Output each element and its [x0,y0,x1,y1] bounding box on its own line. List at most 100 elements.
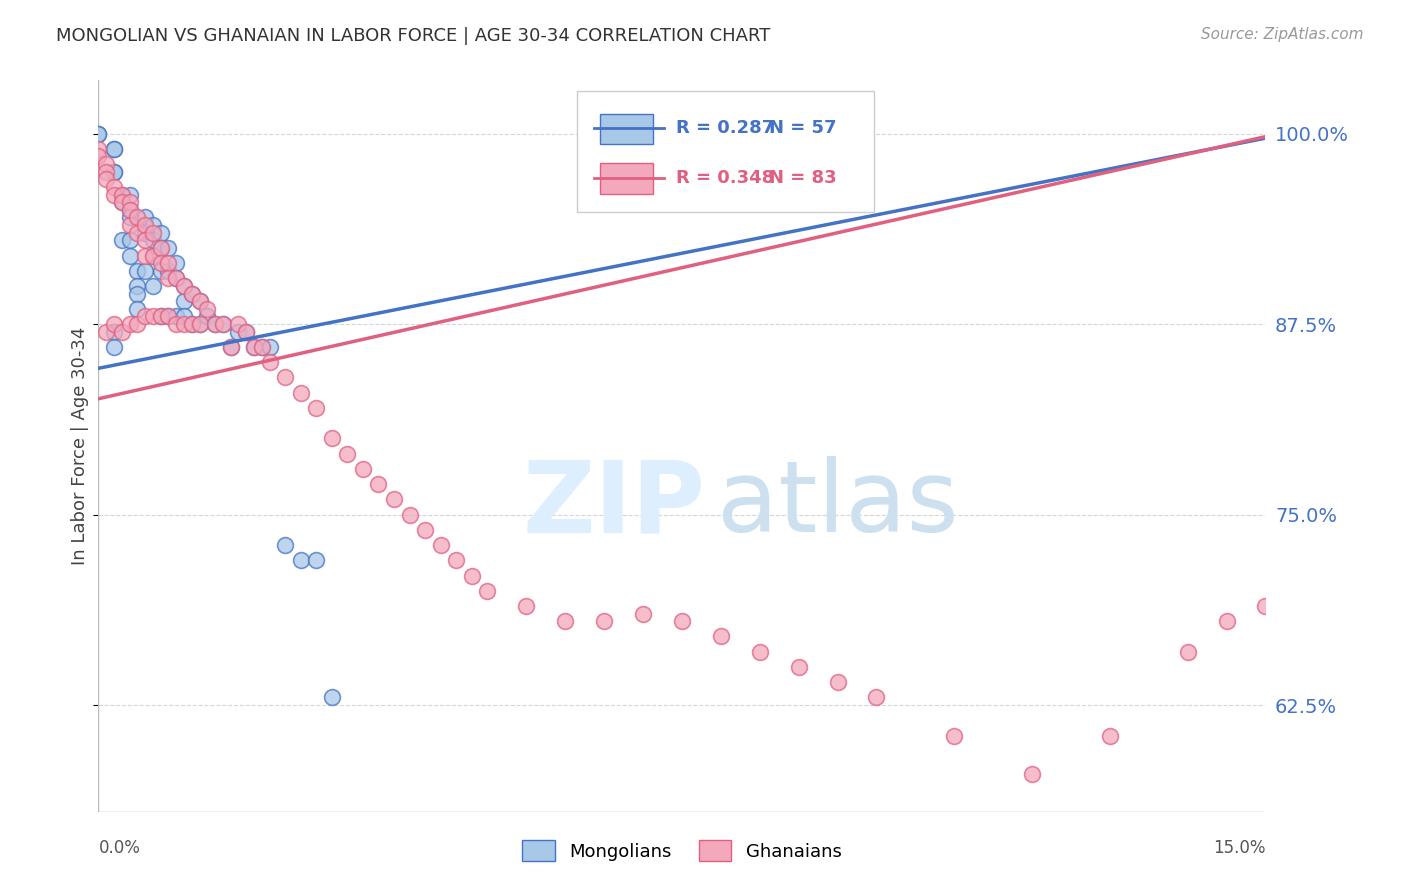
Point [367,477,389,491]
Point [134,264,156,278]
Point [336,447,359,461]
Point [290,385,312,400]
Point [204,317,226,331]
Point [243,340,266,354]
Point [103,142,125,156]
Point [157,256,180,270]
Point [1098,729,1121,743]
Point [103,340,125,354]
Point [290,553,312,567]
Point [180,286,202,301]
Point [235,325,257,339]
Text: N = 83: N = 83 [769,169,837,187]
Point [165,310,187,324]
Point [127,279,149,293]
Point [149,241,172,255]
Point [165,317,187,331]
Point [157,310,180,324]
Point [195,310,218,324]
Point [96,164,118,178]
Point [554,614,576,628]
Point [142,310,165,324]
Point [103,187,125,202]
Point [127,286,149,301]
Point [157,264,180,278]
Point [134,226,156,240]
Point [321,431,343,445]
Point [188,294,211,309]
Point [87,127,110,141]
Point [352,462,374,476]
Point [111,325,134,339]
Point [219,340,242,354]
Point [593,614,616,628]
Point [103,317,125,331]
Point [165,271,187,285]
Point [142,248,165,262]
Point [157,271,180,285]
Point [134,233,156,247]
Point [180,317,202,331]
FancyBboxPatch shape [576,91,875,212]
Point [180,317,202,331]
Point [103,164,125,178]
Point [103,142,125,156]
Point [111,195,134,210]
Text: MONGOLIAN VS GHANAIAN IN LABOR FORCE | AGE 30-34 CORRELATION CHART: MONGOLIAN VS GHANAIAN IN LABOR FORCE | A… [56,27,770,45]
Point [259,355,281,369]
Point [157,310,180,324]
Point [195,301,218,316]
Point [149,226,172,240]
Point [188,317,211,331]
Point [1215,614,1237,628]
Point [87,149,110,163]
Point [134,218,156,232]
Text: 15.0%: 15.0% [1213,839,1265,857]
Text: 0.0%: 0.0% [98,839,141,857]
Point [235,325,257,339]
Point [173,310,195,324]
Point [1021,766,1043,780]
Point [118,195,141,210]
Point [118,248,141,262]
Point [127,226,149,240]
Point [173,279,195,293]
Point [274,370,297,384]
Point [118,218,141,232]
Point [1294,553,1316,567]
Point [461,568,484,582]
Point [118,187,141,202]
Point [118,202,141,217]
Point [127,211,149,225]
Text: Source: ZipAtlas.com: Source: ZipAtlas.com [1201,27,1364,42]
Point [228,317,250,331]
Point [827,675,849,690]
Point [671,614,693,628]
Point [134,310,156,324]
Point [96,325,118,339]
Point [118,317,141,331]
Y-axis label: In Labor Force | Age 30-34: In Labor Force | Age 30-34 [70,326,89,566]
Point [87,127,110,141]
Point [204,317,226,331]
Point [180,286,202,301]
Point [477,583,499,598]
Point [127,317,149,331]
Point [118,233,141,247]
Point [142,248,165,262]
Point [446,553,468,567]
Point [188,294,211,309]
Point [173,317,195,331]
Point [142,233,165,247]
Point [149,241,172,255]
Point [305,553,328,567]
FancyBboxPatch shape [600,113,652,145]
Point [212,317,235,331]
Point [243,340,266,354]
Point [127,301,149,316]
Point [87,142,110,156]
Point [96,157,118,171]
Point [865,690,887,705]
Point [321,690,343,705]
Text: R = 0.287: R = 0.287 [676,120,775,137]
